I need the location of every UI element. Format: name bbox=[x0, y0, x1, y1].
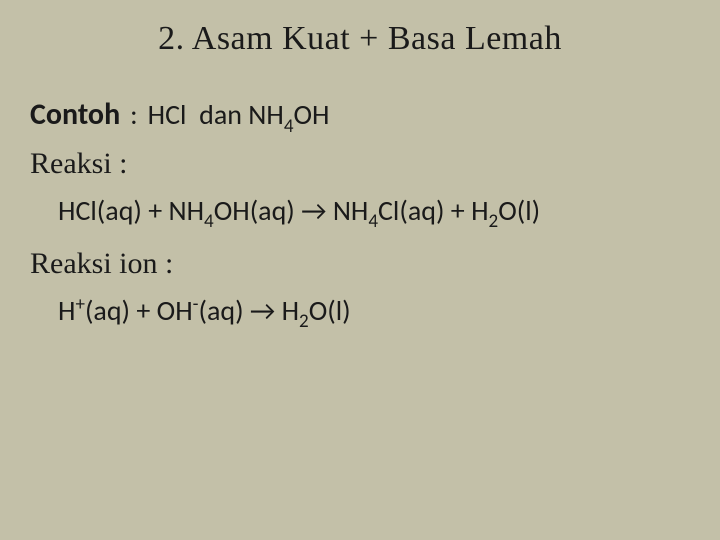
slide-title: 2. Asam Kuat + Basa Lemah bbox=[30, 20, 690, 58]
reaksi-label: Reaksi : bbox=[30, 147, 690, 181]
eq-term: H2O(l) bbox=[471, 193, 540, 228]
contoh-colon: : bbox=[130, 97, 138, 132]
eq-term: NH4Cl(aq) bbox=[333, 193, 445, 228]
contoh-line: Contoh : HCl dan NH4OH bbox=[30, 96, 690, 137]
reaksi-ion-label: Reaksi ion : bbox=[30, 247, 690, 281]
eq-term: H+(aq) bbox=[58, 293, 130, 328]
eq-term: NH4OH(aq) bbox=[169, 193, 295, 228]
eq-term: H2O(l) bbox=[282, 293, 351, 328]
eq-plus: + bbox=[130, 293, 157, 328]
eq-term: HCl(aq) bbox=[58, 193, 142, 228]
reaksi-equation: HCl(aq) + NH4OH(aq) → NH4Cl(aq) + H2O(l) bbox=[30, 189, 690, 237]
eq-plus: + bbox=[444, 193, 471, 228]
contoh-label: Contoh bbox=[30, 96, 120, 133]
eq-plus: + bbox=[142, 193, 169, 228]
reaksi-ion-equation: H+(aq) + OH-(aq) → H2O(l) bbox=[30, 289, 690, 337]
eq-arrow: → bbox=[295, 193, 333, 228]
eq-arrow: → bbox=[244, 293, 282, 328]
contoh-text: HCl dan NH4OH bbox=[148, 97, 330, 137]
eq-term: OH-(aq) bbox=[157, 293, 244, 328]
